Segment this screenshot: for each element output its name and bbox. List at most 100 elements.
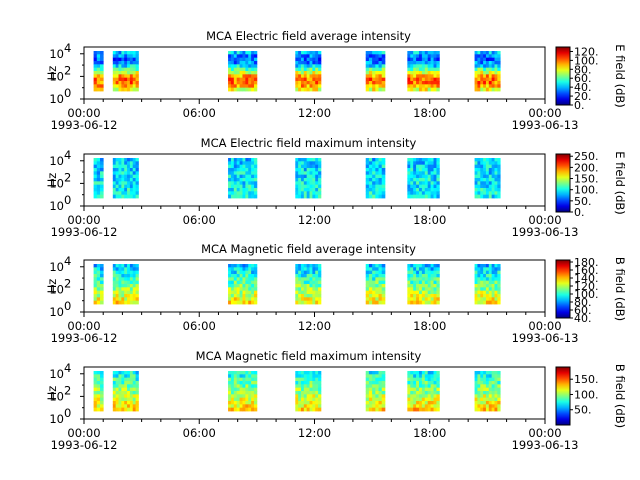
spectrogram-cell xyxy=(129,387,134,392)
spectrogram-cell xyxy=(410,274,414,278)
colorbar-tick-label: 0. xyxy=(574,99,585,112)
spectrogram-cell xyxy=(245,188,249,192)
spectrogram-cell xyxy=(233,391,238,395)
spectrogram-cell xyxy=(96,387,101,392)
spectrogram-cell xyxy=(236,267,240,272)
spectrogram-cell xyxy=(416,397,420,402)
spectrogram-cell xyxy=(93,191,98,196)
spectrogram-cell xyxy=(239,280,243,285)
spectrogram-cell xyxy=(118,87,122,92)
spectrogram-cell xyxy=(418,280,423,285)
spectrogram-cell xyxy=(135,407,139,412)
spectrogram-cell xyxy=(474,267,478,272)
spectrogram-cell xyxy=(378,404,383,409)
spectrogram-cell xyxy=(418,297,423,302)
spectrogram-cell xyxy=(381,287,386,292)
spectrogram-cell xyxy=(306,280,310,285)
spectrogram-cell xyxy=(315,280,319,285)
spectrogram-cell xyxy=(306,407,310,412)
spectrogram-cell xyxy=(115,270,119,275)
spectrogram-cell xyxy=(253,264,258,268)
spectrogram-cell xyxy=(375,61,379,65)
colorbar-label: B field (dB) xyxy=(613,257,627,321)
spectrogram-cell xyxy=(494,54,498,59)
spectrogram-cell xyxy=(318,371,322,375)
spectrogram-cell xyxy=(488,387,493,392)
y-tick-label: 10 xyxy=(49,92,64,106)
spectrogram-cell xyxy=(315,191,319,196)
spectrogram-cell xyxy=(230,57,235,62)
spectrogram-cell xyxy=(477,67,481,72)
spectrogram-cell xyxy=(242,194,246,199)
colorbar-tick-label: 120. xyxy=(574,45,599,58)
colorbar-tick-label: 50. xyxy=(574,195,592,208)
spectrogram-cell xyxy=(477,371,481,375)
spectrogram-cell xyxy=(228,374,232,379)
spectrogram-cell xyxy=(424,168,429,172)
spectrogram-cell xyxy=(494,277,498,282)
spectrogram-cell xyxy=(413,67,417,72)
panel-title: MCA Magnetic field average intensity xyxy=(201,242,416,256)
spectrogram-cell xyxy=(251,184,255,189)
spectrogram-cell xyxy=(251,194,255,199)
spectrogram-cell xyxy=(485,404,490,409)
spectrogram-cell xyxy=(129,81,134,85)
spectrogram-cell xyxy=(474,374,478,379)
spectrogram-cell xyxy=(491,394,495,399)
spectrogram-cell xyxy=(112,290,117,295)
spectrogram-cell xyxy=(494,384,498,389)
spectrogram-cell xyxy=(315,264,319,268)
spectrogram-cell xyxy=(124,264,128,268)
spectrogram-cell xyxy=(118,178,122,182)
spectrogram-cell xyxy=(245,297,249,302)
spectrogram-cell xyxy=(474,384,478,389)
spectrogram-cell xyxy=(233,384,238,389)
spectrogram-cell xyxy=(312,158,316,162)
spectrogram-cell xyxy=(433,71,437,75)
spectrogram-cell xyxy=(368,171,373,176)
spectrogram-cell xyxy=(410,181,414,186)
spectrogram-cell xyxy=(480,407,484,412)
spectrogram-cell xyxy=(100,264,104,268)
spectrogram-cell xyxy=(127,164,131,169)
spectrogram-cell xyxy=(242,401,246,405)
spectrogram-cell xyxy=(421,77,426,82)
spectrogram-cell xyxy=(418,71,423,75)
spectrogram-cell xyxy=(312,87,316,92)
y-tick-base: 10 xyxy=(49,199,64,213)
spectrogram-cell xyxy=(135,284,139,288)
spectrogram-cell xyxy=(485,57,490,62)
spectrogram-cell xyxy=(135,67,139,72)
spectrogram-cell xyxy=(480,178,484,182)
spectrogram-cell xyxy=(124,181,128,186)
data-block xyxy=(474,264,501,305)
spectrogram-cell xyxy=(228,267,232,272)
spectrogram-cell xyxy=(474,84,478,89)
spectrogram-cell xyxy=(312,71,316,75)
spectrogram-cell xyxy=(228,194,232,199)
spectrogram-cell xyxy=(485,64,490,69)
spectrogram-cell xyxy=(474,407,478,412)
spectrogram-cell xyxy=(306,394,310,399)
spectrogram-cell xyxy=(372,184,376,189)
spectrogram-cell xyxy=(381,267,386,272)
spectrogram-cell xyxy=(418,397,423,402)
y-tick-exponent: 2 xyxy=(64,170,71,184)
spectrogram-cell xyxy=(416,168,420,172)
spectrogram-cell xyxy=(315,57,319,62)
spectrogram-cell xyxy=(312,280,316,285)
spectrogram-cell xyxy=(127,57,131,62)
spectrogram-cell xyxy=(372,174,376,179)
spectrogram-cell xyxy=(491,277,495,282)
spectrogram-cell xyxy=(418,181,423,186)
spectrogram-cell xyxy=(485,87,490,92)
spectrogram-cell xyxy=(135,384,139,389)
spectrogram-cell xyxy=(93,404,98,409)
spectrogram-cell xyxy=(115,387,119,392)
spectrogram-cell xyxy=(497,51,501,55)
spectrogram-cell xyxy=(474,188,478,192)
spectrogram-cell xyxy=(309,270,313,275)
spectrogram-cell xyxy=(112,194,117,199)
spectrogram-cell xyxy=(413,178,417,182)
spectrogram-cell xyxy=(121,64,125,69)
